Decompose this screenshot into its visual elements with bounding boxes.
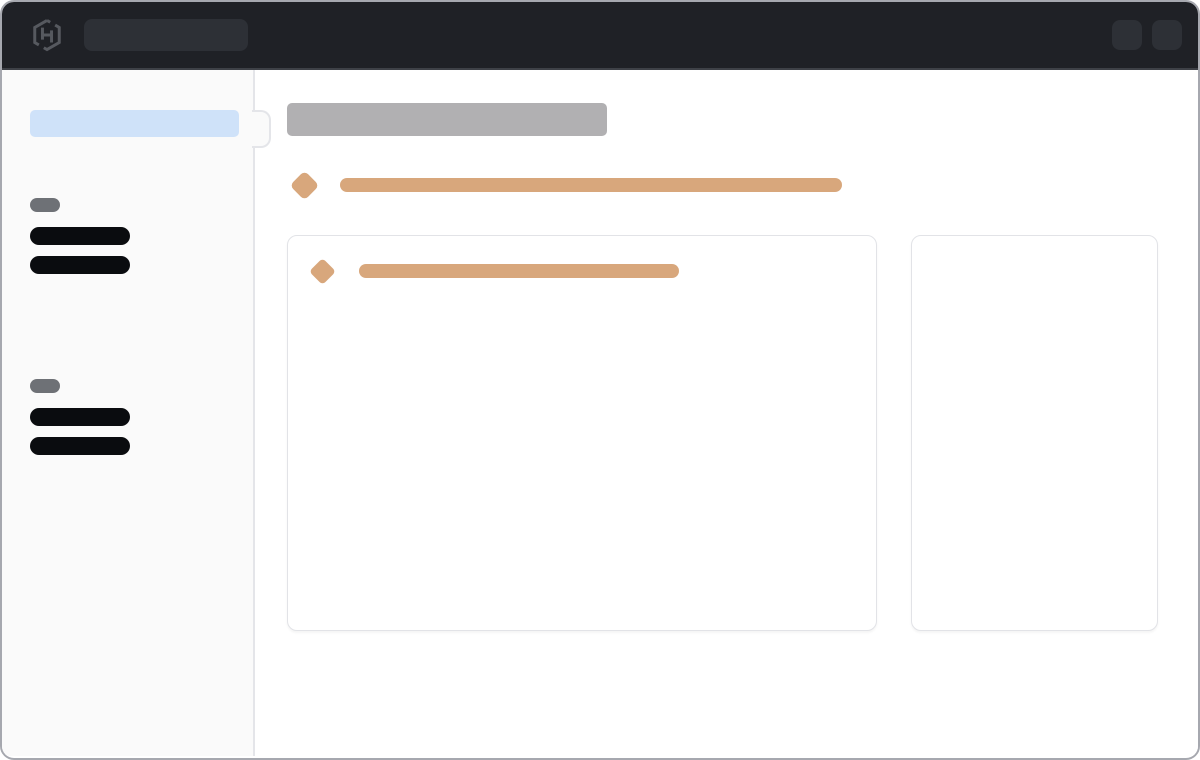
navbar-right-group	[1112, 20, 1182, 50]
sidebar-selected-item-placeholder[interactable]	[30, 110, 239, 137]
section-heading	[287, 170, 1198, 200]
top-navbar	[2, 2, 1198, 70]
sidebar-section-2	[30, 379, 253, 455]
diamond-icon	[289, 170, 319, 200]
card-heading	[308, 257, 876, 285]
sidebar-item-placeholder[interactable]	[30, 256, 130, 274]
sidebar-section-1	[30, 198, 253, 274]
main-content	[255, 70, 1198, 756]
navbar-left-group	[30, 18, 248, 52]
org-selector-placeholder[interactable]	[84, 19, 248, 51]
navbar-action-button-2[interactable]	[1152, 20, 1182, 50]
sidebar-item-placeholder[interactable]	[30, 227, 130, 245]
sidebar-collapse-handle[interactable]	[252, 110, 271, 148]
sidebar	[2, 70, 255, 756]
navbar-action-button-1[interactable]	[1112, 20, 1142, 50]
card-heading-placeholder	[359, 264, 679, 278]
primary-card	[287, 235, 877, 631]
sidebar-sections	[30, 198, 253, 455]
section-label-placeholder	[30, 198, 60, 212]
app-body	[2, 70, 1198, 756]
cards-row	[287, 235, 1198, 631]
section-label-placeholder	[30, 379, 60, 393]
secondary-card	[911, 235, 1158, 631]
sidebar-item-placeholder[interactable]	[30, 437, 130, 455]
page-title-placeholder	[287, 103, 607, 136]
diamond-icon	[308, 257, 336, 285]
sidebar-item-placeholder[interactable]	[30, 408, 130, 426]
hashicorp-logo-icon[interactable]	[30, 18, 64, 52]
section-heading-placeholder	[340, 178, 842, 192]
